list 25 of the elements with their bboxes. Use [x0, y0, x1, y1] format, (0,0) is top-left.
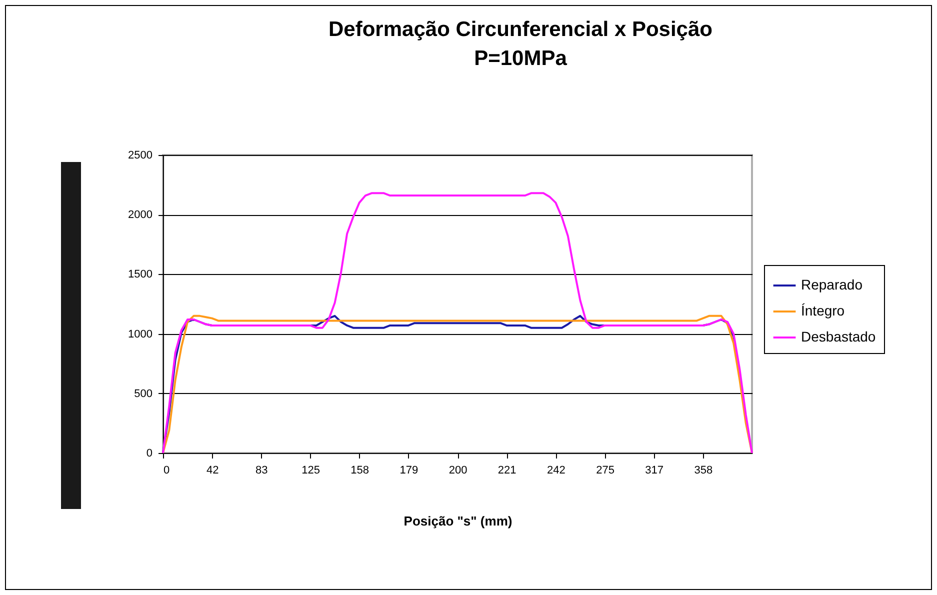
y-tick-label: 1500	[128, 268, 152, 281]
legend-label: Reparado	[801, 276, 863, 292]
x-tick-label: 158	[350, 464, 370, 476]
x-tick-label: 179	[400, 464, 418, 476]
y-tick-label: 2500	[128, 150, 152, 162]
x-tick-label: 275	[596, 464, 614, 476]
y-tick-label: 2000	[128, 209, 152, 222]
x-tick-label: 317	[645, 464, 664, 476]
chart-title: Deformação Circunferencial x Posição	[328, 18, 712, 41]
x-tick-label: 242	[546, 464, 566, 476]
x-tick-label: 42	[206, 464, 219, 476]
x-axis-title: Posição "s" (mm)	[404, 514, 512, 528]
legend-label: Desbastado	[801, 328, 876, 344]
y-tick-label: 0	[146, 448, 152, 460]
y-tick-label: 500	[134, 388, 152, 400]
x-tick-label: 200	[448, 464, 468, 476]
x-tick-label: 125	[302, 464, 320, 476]
x-tick-label: 221	[498, 464, 516, 476]
legend-label: Íntegro	[801, 302, 845, 318]
chart-subtitle: P=10MPa	[474, 47, 568, 70]
x-tick-label: 83	[256, 464, 268, 476]
y-tick-label: 1000	[128, 328, 152, 340]
x-tick-label: 0	[164, 464, 170, 476]
line-series	[162, 192, 753, 454]
x-tick-label: 358	[694, 464, 713, 476]
